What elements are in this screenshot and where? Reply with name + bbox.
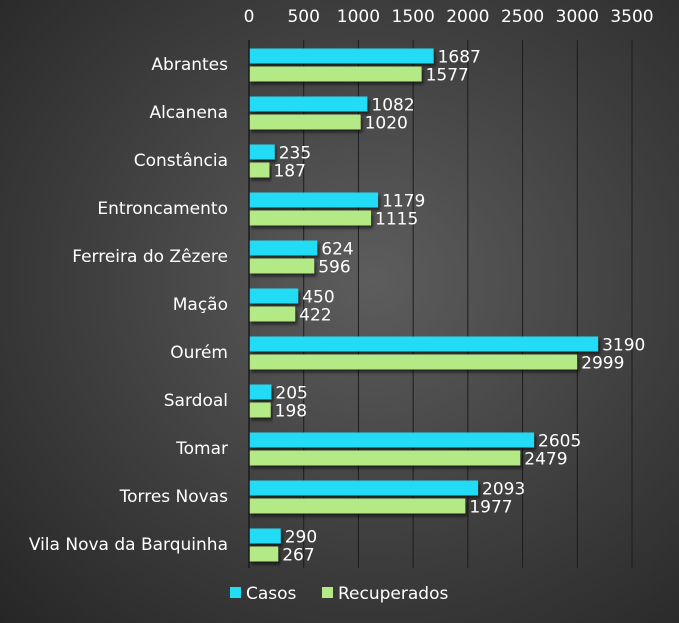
x-tick-label: 0: [244, 7, 255, 27]
data-label: 1082: [371, 96, 414, 116]
data-label: 198: [275, 402, 307, 422]
data-label: 596: [318, 258, 350, 278]
category-label: Mação: [173, 295, 228, 315]
data-label: 2605: [538, 432, 581, 452]
legend-swatch: [322, 587, 333, 598]
bar-recuperados: [249, 498, 466, 514]
data-label: 267: [282, 546, 314, 566]
category-label: Tomar: [175, 439, 228, 459]
bar-casos: [249, 528, 281, 544]
x-tick-label: 1500: [392, 7, 435, 27]
data-label: 205: [275, 384, 307, 404]
bar-casos: [249, 288, 299, 304]
category-label: Sardoal: [164, 391, 228, 411]
bar-recuperados: [249, 450, 521, 466]
x-tick-label: 1000: [337, 7, 380, 27]
data-label: 450: [302, 288, 334, 308]
bar-casos: [249, 336, 599, 352]
bar-recuperados: [249, 210, 372, 226]
x-axis-ticks: 0 500 1000 1500 2000 2500 3000 3500: [244, 7, 654, 27]
bar-casos: [249, 384, 272, 400]
bar-casos: [249, 240, 318, 256]
bar-casos: [249, 480, 479, 496]
x-tick-label: 2000: [446, 7, 489, 27]
data-label: 1179: [382, 192, 425, 212]
bar-casos: [249, 192, 379, 208]
data-label: 2093: [482, 480, 525, 500]
data-label: 422: [299, 306, 331, 326]
legend-label: Recuperados: [338, 584, 448, 604]
legend-item-casos: Casos: [230, 584, 297, 604]
bar-recuperados: [249, 306, 296, 322]
legend-item-recuperados: Recuperados: [322, 584, 448, 604]
legend-swatch: [230, 587, 241, 598]
category-label: Abrantes: [151, 55, 228, 75]
x-tick-label: 500: [287, 7, 319, 27]
data-label: 1687: [438, 48, 481, 68]
category-label: Entroncamento: [97, 199, 228, 219]
data-label: 1115: [375, 210, 418, 230]
data-label: 235: [279, 144, 311, 164]
bar-recuperados: [249, 162, 270, 178]
bar-recuperados: [249, 402, 271, 418]
data-label: 1577: [426, 66, 469, 86]
x-tick-label: 3500: [610, 7, 653, 27]
bar-recuperados: [249, 258, 315, 274]
bars: [249, 48, 599, 562]
category-label: Constância: [134, 151, 228, 171]
data-label: 3190: [602, 336, 645, 356]
data-label: 1020: [365, 114, 408, 134]
category-label: Alcanena: [149, 103, 228, 123]
data-label: 290: [285, 528, 317, 548]
bar-casos: [249, 144, 275, 160]
category-label: Vila Nova da Barquinha: [29, 535, 228, 555]
x-tick-label: 2500: [501, 7, 544, 27]
bar-recuperados: [249, 114, 361, 130]
bar-casos: [249, 96, 368, 112]
data-label: 2999: [581, 354, 624, 374]
bar-casos: [249, 432, 535, 448]
x-tick-label: 3000: [556, 7, 599, 27]
category-labels: Abrantes Alcanena Constância Entroncamento F…: [29, 55, 228, 555]
legend: Casos Recuperados: [230, 584, 448, 604]
data-label: 187: [273, 162, 305, 182]
category-label: Ourém: [170, 343, 228, 363]
bar-casos: [249, 48, 434, 64]
category-label: Torres Novas: [119, 487, 229, 507]
category-label: Ferreira do Zêzere: [72, 247, 228, 267]
data-label: 2479: [524, 450, 567, 470]
data-label: 624: [321, 240, 353, 260]
bar-recuperados: [249, 66, 422, 82]
bar-recuperados: [249, 546, 279, 562]
bar-recuperados: [249, 354, 578, 370]
data-label: 1977: [469, 498, 512, 518]
legend-label: Casos: [246, 584, 297, 604]
